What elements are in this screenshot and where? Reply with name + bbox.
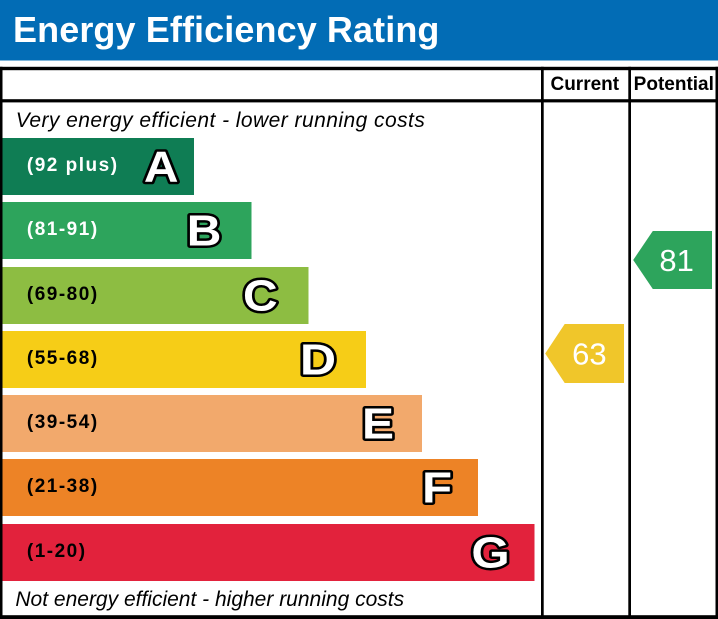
svg-text:(1-20): (1-20) [27,541,87,562]
svg-text:D: D [300,335,336,384]
svg-text:(69-80): (69-80) [27,284,99,305]
svg-text:B: B [187,206,222,256]
svg-text:Energy Efficiency Rating: Energy Efficiency Rating [13,9,440,50]
svg-text:Current: Current [550,74,619,95]
svg-text:C: C [243,271,278,321]
svg-text:(92 plus): (92 plus) [27,155,119,176]
svg-text:(81-91): (81-91) [27,219,99,240]
svg-text:Potential: Potential [634,74,714,95]
svg-text:G: G [471,528,509,577]
svg-text:(21-38): (21-38) [27,476,99,497]
svg-text:(39-54): (39-54) [27,412,99,433]
svg-text:(55-68): (55-68) [27,348,99,369]
svg-text:E: E [362,399,394,449]
svg-text:63: 63 [572,336,606,371]
svg-text:A: A [144,142,179,192]
svg-text:Very energy efficient - lower: Very energy efficient - lower running co… [16,109,426,132]
svg-text:81: 81 [659,243,693,278]
svg-text:Not energy efficient - higher: Not energy efficient - higher running co… [15,588,404,611]
svg-text:F: F [422,463,452,512]
